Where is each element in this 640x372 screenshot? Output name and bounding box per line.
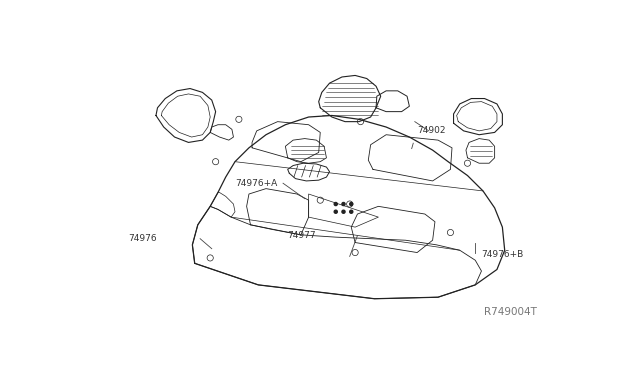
Text: 74976+A: 74976+A <box>235 179 277 188</box>
Circle shape <box>334 202 337 206</box>
Circle shape <box>334 210 337 213</box>
Circle shape <box>349 202 353 206</box>
Text: 74976: 74976 <box>128 234 157 243</box>
Text: 74902: 74902 <box>417 126 445 135</box>
Text: R749004T: R749004T <box>484 307 537 317</box>
Circle shape <box>342 210 345 213</box>
Text: 74977: 74977 <box>288 231 316 240</box>
Circle shape <box>349 210 353 213</box>
Text: 74976+B: 74976+B <box>481 250 524 259</box>
Circle shape <box>342 202 345 206</box>
